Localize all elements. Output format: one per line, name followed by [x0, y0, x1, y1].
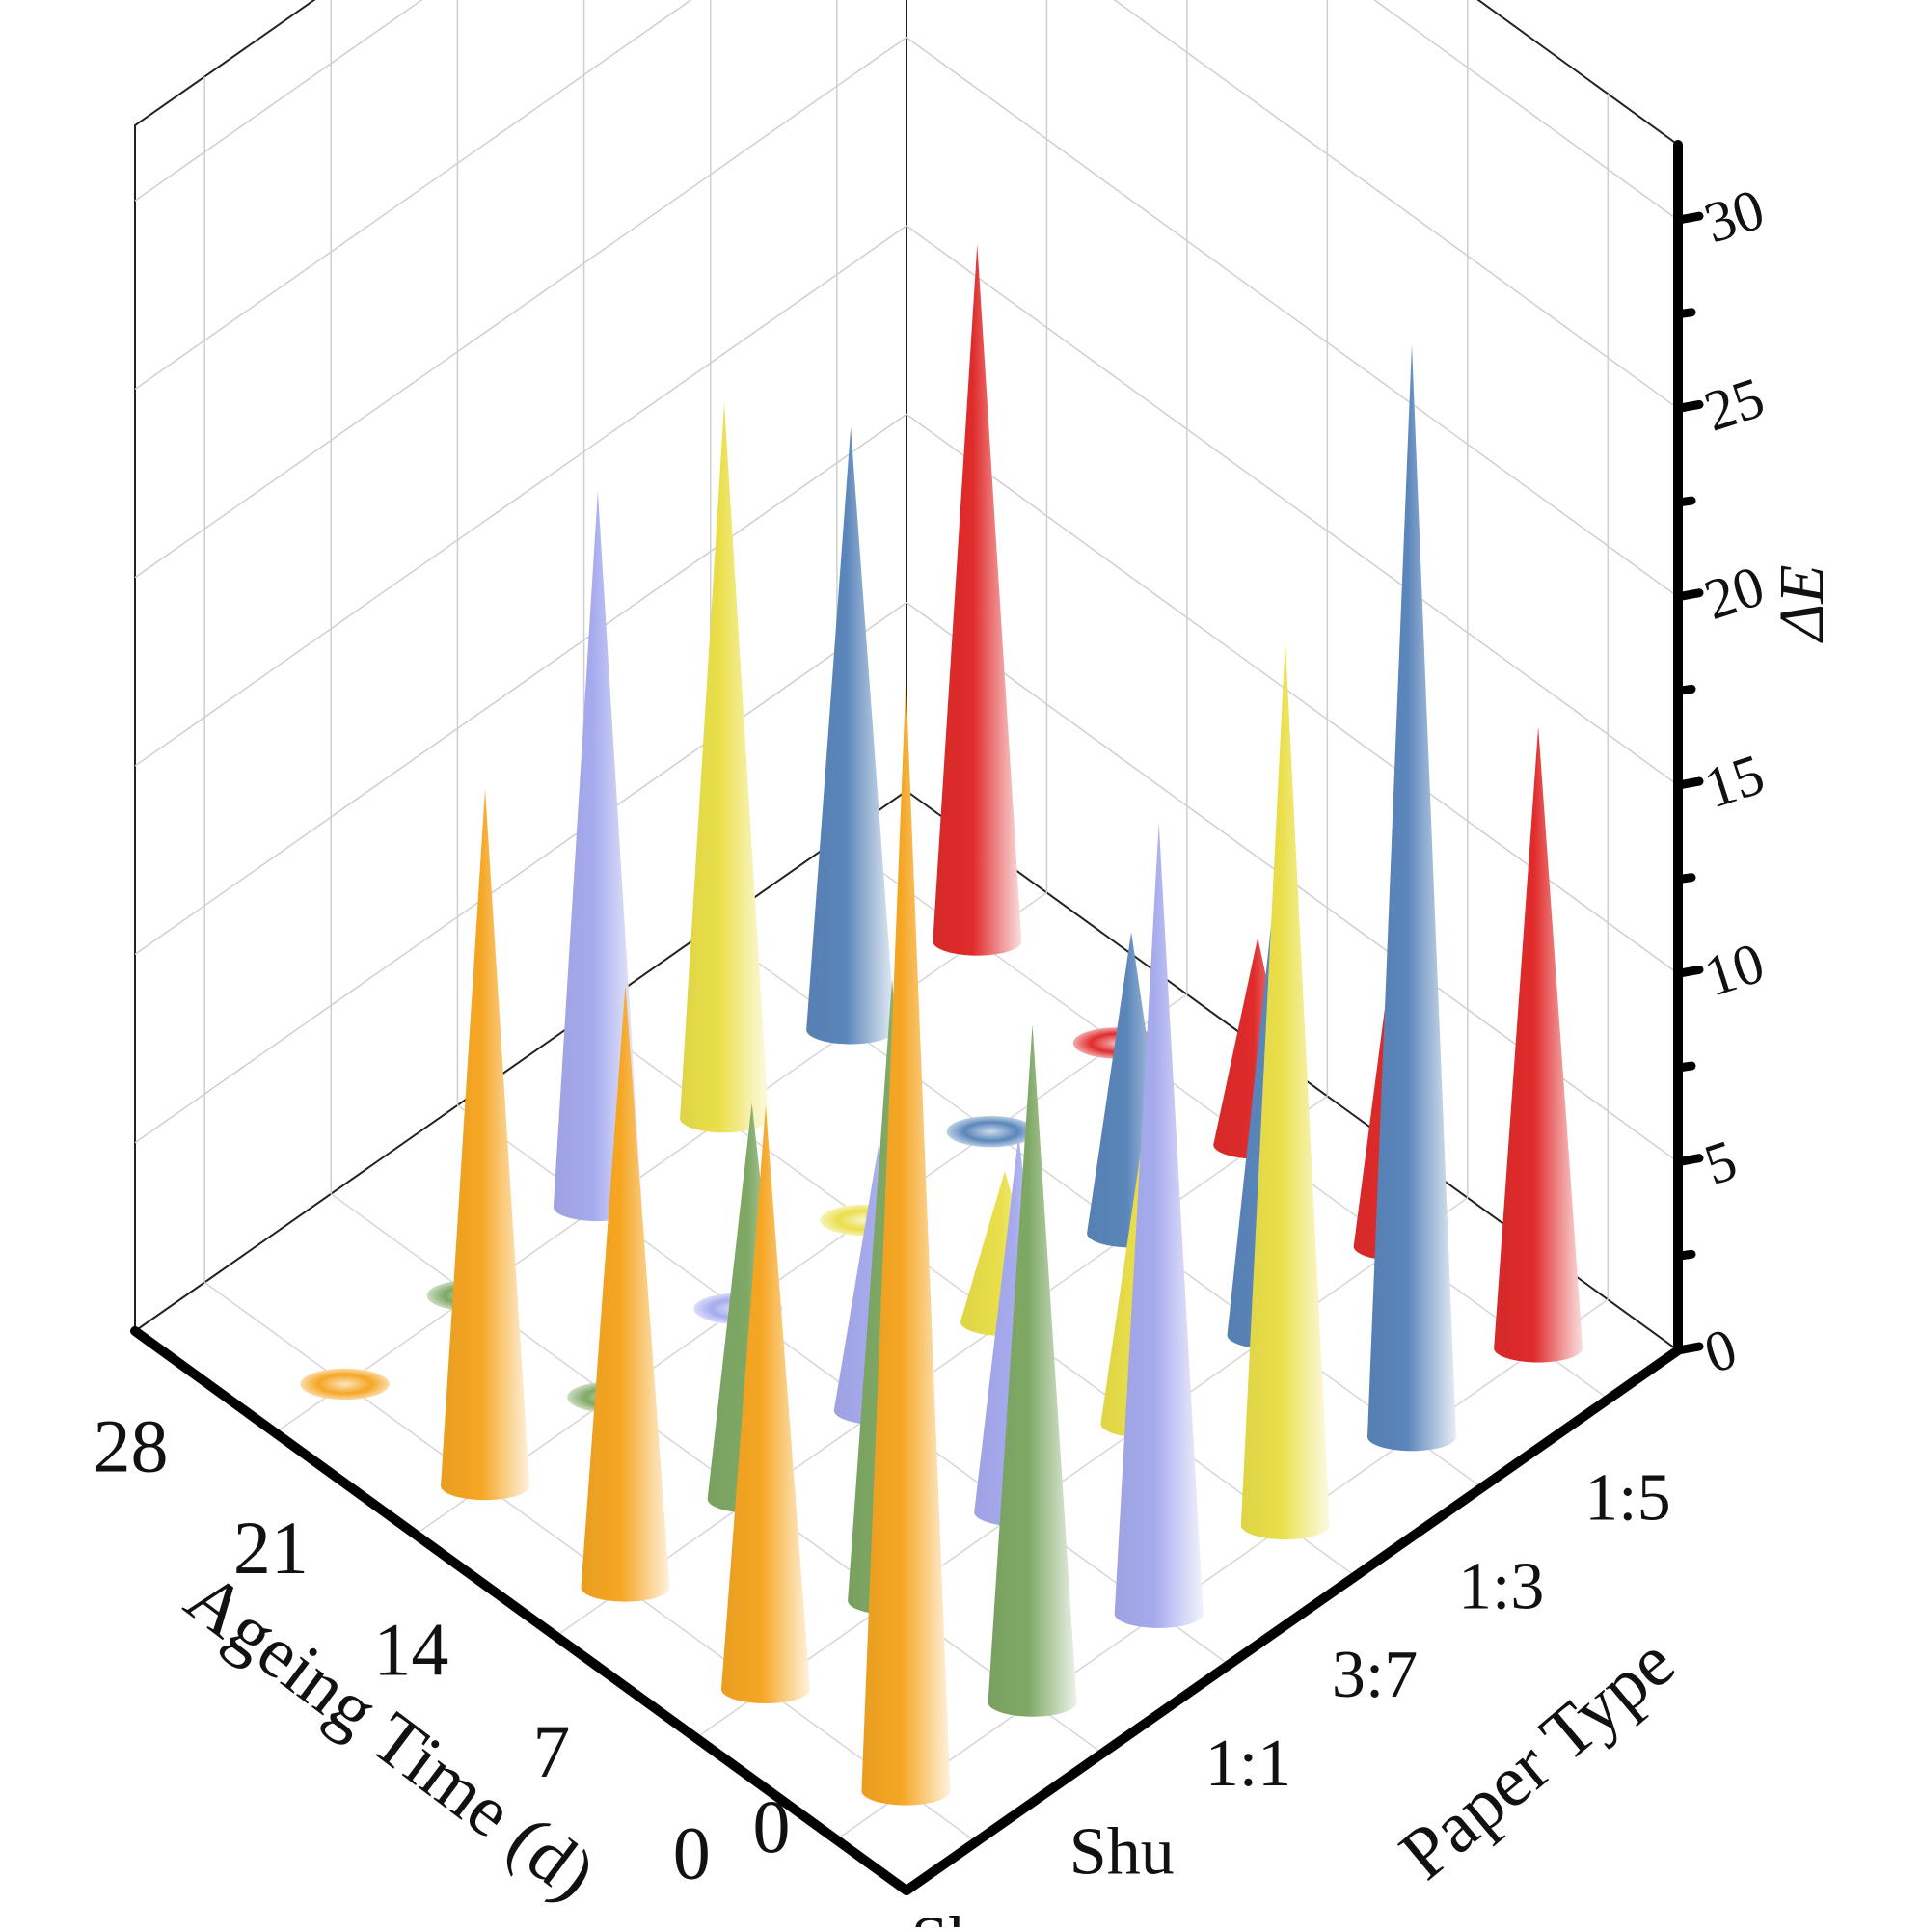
z-tick: [1673, 399, 1704, 413]
cone-body: [720, 1104, 810, 1704]
cone-body: [1494, 726, 1583, 1363]
z-tick: [1673, 873, 1696, 884]
cone-body: [933, 244, 1022, 956]
cone-Sheng-21: [441, 788, 530, 1501]
x-tick-label: 28: [93, 1403, 168, 1487]
z-tick: [1673, 684, 1696, 695]
z-tick: [1673, 211, 1704, 225]
y-tick-label: 1:3: [1458, 1549, 1544, 1623]
y-axis-line: [902, 1346, 1683, 1895]
z-tick-label: 25: [1697, 365, 1772, 443]
cone-body: [806, 426, 896, 1045]
floor-gridline: [275, 891, 1047, 1434]
y-tick-label: 1:5: [1584, 1460, 1670, 1535]
cone-body: [1114, 822, 1204, 1628]
y-tick-label: 3:7: [1332, 1638, 1418, 1712]
z-tick-label: 15: [1697, 742, 1772, 820]
x-tick-label: 14: [373, 1607, 448, 1691]
z-tick-label: 30: [1697, 177, 1772, 255]
cone-body: [441, 788, 530, 1501]
cone-Sheng-7: [720, 1104, 810, 1704]
cone-Sheng-28: [300, 1368, 390, 1401]
z-tick: [1673, 1342, 1704, 1355]
y-tick-label: Shu: [1069, 1815, 1175, 1890]
left-back-panel: [134, 0, 907, 1333]
x-tick-label: 7: [532, 1709, 570, 1793]
x-origin-tick-label: 0: [753, 1784, 791, 1868]
x-axis-line: [130, 1326, 911, 1895]
x-tick-label: 0: [673, 1810, 711, 1894]
cone-body: [1240, 639, 1330, 1540]
cone-body: [553, 491, 642, 1222]
cone-body: [680, 402, 770, 1133]
z-tick: [1673, 588, 1704, 602]
z-axis-title: ΔE: [1767, 564, 1837, 643]
z-tick-label: 5: [1697, 1128, 1745, 1197]
floor-gridline: [555, 1095, 1328, 1637]
cone-body: [1366, 343, 1456, 1452]
z-gridline: [134, 0, 1679, 221]
z-tick-label: 20: [1697, 554, 1772, 632]
cone-base-disc: [300, 1368, 390, 1401]
z-tick: [1673, 1154, 1704, 1167]
z-gridline: [134, 0, 1679, 410]
z-tick: [1673, 1249, 1696, 1261]
cone-body: [861, 679, 951, 1806]
cone-marks: [300, 244, 1583, 1806]
z-tick: [1673, 1061, 1696, 1073]
cone-Sheng-14: [581, 984, 670, 1602]
x-tick-label: 21: [233, 1506, 309, 1590]
z-tick: [1673, 965, 1704, 978]
cone-3:7-0: [1240, 639, 1330, 1540]
cone-1:5-0: [1494, 726, 1583, 1363]
z-gridline: [134, 36, 1679, 598]
cone-Sheng-0: [861, 679, 951, 1806]
axes: [130, 140, 1704, 1895]
cone-1:3-0: [1366, 343, 1456, 1452]
cone-3:7-28: [680, 402, 770, 1133]
floor-gridline: [415, 993, 1188, 1536]
cone-base-disc: [946, 1116, 1036, 1148]
cone-1:5-28: [933, 244, 1022, 956]
cone-Shu-0: [988, 1023, 1077, 1717]
z-tick: [1673, 496, 1696, 507]
z-tick-label: 10: [1697, 930, 1772, 1008]
cone-body: [581, 984, 670, 1602]
z-tick: [1673, 308, 1696, 319]
cone-1:1-0: [1114, 822, 1204, 1628]
floor-gridline: [695, 1197, 1469, 1739]
floor-gridline: [835, 1298, 1609, 1840]
y-tick-label: Sheng: [911, 1904, 1080, 1927]
cone-1:3-28: [806, 426, 896, 1045]
cone-1:3-21: [946, 1116, 1036, 1148]
cone-1:1-28: [553, 491, 642, 1222]
z-tick-label: 0: [1697, 1316, 1745, 1385]
z-tick: [1673, 776, 1704, 790]
y-tick-label: 1:1: [1205, 1727, 1291, 1801]
cone-body: [988, 1023, 1077, 1717]
y-axis-title: Paper Type: [1385, 1621, 1690, 1895]
